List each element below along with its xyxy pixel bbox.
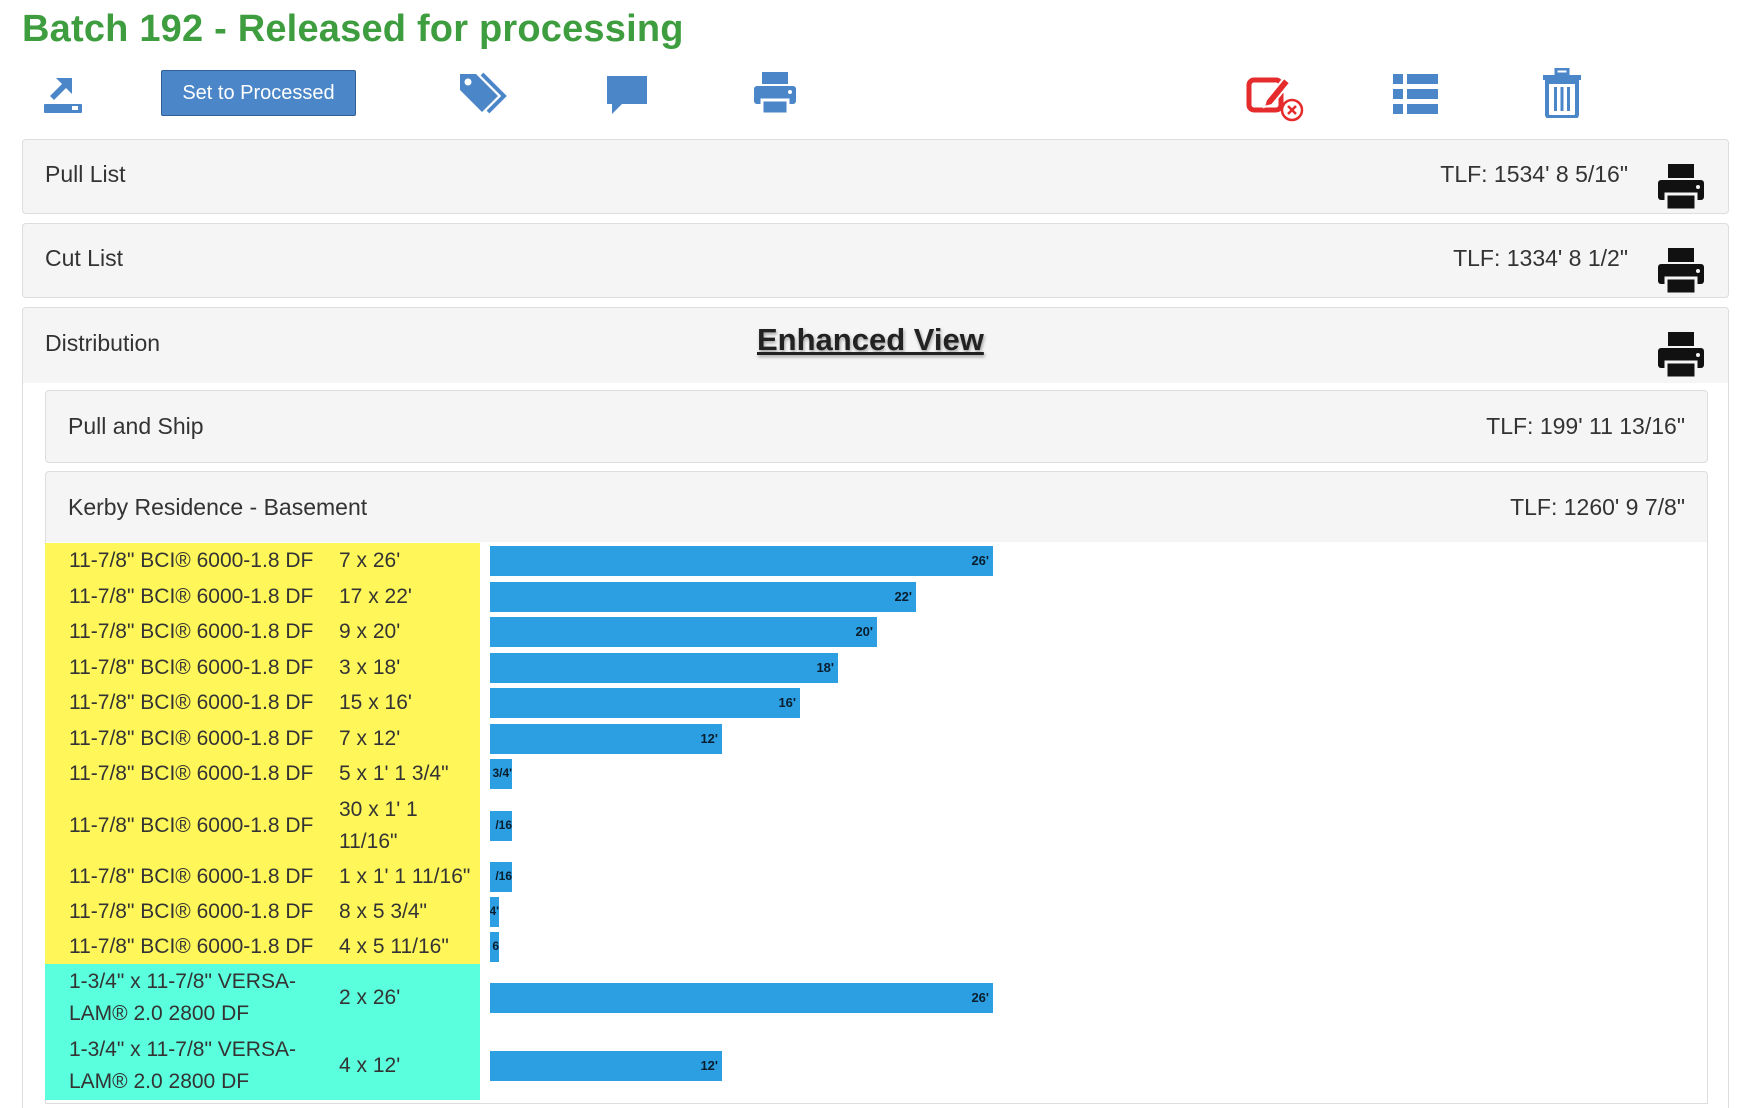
cut-list-tlf: TLF: 1334' 8 1/2" <box>1453 245 1628 271</box>
kerby-residence-panel[interactable]: Kerby Residence - Basement TLF: 1260' 9 … <box>45 471 1708 544</box>
list-item: 11-7/8" BCI® 6000-1.8 DF 9 x 20' <box>45 614 480 650</box>
distribution-label: Distribution <box>45 330 161 356</box>
material-quantity: 8 x 5 3/4" <box>339 900 428 923</box>
length-bar: 12' <box>490 1051 722 1081</box>
material-quantity: 3 x 18' <box>339 656 401 679</box>
length-bar-label: 26' <box>971 990 989 1005</box>
print-icon[interactable] <box>1656 246 1706 296</box>
length-bar-label: /16 <box>495 869 512 883</box>
pull-list-panel[interactable]: Pull List TLF: 1534' 8 5/16" <box>22 139 1729 214</box>
material-name: 11-7/8" BCI® 6000-1.8 DF <box>69 814 314 837</box>
material-quantity: 5 x 1' 1 3/4" <box>339 762 449 785</box>
print-icon[interactable] <box>1656 330 1706 380</box>
list-item: 11-7/8" BCI® 6000-1.8 DF 7 x 12' <box>45 721 480 756</box>
page-title: Batch 192 - Released for processing <box>22 8 684 50</box>
tag-icon[interactable] <box>458 70 514 118</box>
length-bar: 22' <box>490 582 916 612</box>
length-bar-label: 12' <box>700 1058 718 1073</box>
comment-icon[interactable] <box>604 74 650 118</box>
cut-list-label: Cut List <box>45 245 123 271</box>
material-name: 11-7/8" BCI® 6000-1.8 DF <box>69 935 314 958</box>
length-bar: /16 <box>490 811 512 841</box>
length-bar-label: 22' <box>894 589 912 604</box>
list-icon[interactable] <box>1393 74 1439 116</box>
list-item: 11-7/8" BCI® 6000-1.8 DF 15 x 16' <box>45 685 480 721</box>
length-bar: 6 <box>490 932 499 962</box>
enhanced-view-link[interactable]: Enhanced View <box>757 322 984 357</box>
material-quantity: 1 x 1' 1 11/16" <box>339 865 471 888</box>
length-bar: 16' <box>490 688 800 718</box>
length-bar: 4' <box>490 897 499 927</box>
length-bar: 20' <box>490 617 877 647</box>
material-name: 11-7/8" BCI® 6000-1.8 DF <box>69 691 314 714</box>
material-name: 11-7/8" BCI® 6000-1.8 DF <box>69 762 314 785</box>
list-item: 1-3/4" x 11-7/8" VERSA-LAM® 2.0 2800 DF 2… <box>45 964 480 1032</box>
trash-icon[interactable] <box>1542 68 1582 118</box>
length-bar-label: 20' <box>855 624 873 639</box>
material-quantity: 2 x 26' <box>339 986 401 1009</box>
material-quantity: 4 x 12' <box>339 1054 401 1077</box>
kerby-residence-label: Kerby Residence - Basement <box>68 494 368 520</box>
length-bar-label: 3/4' <box>492 766 512 780</box>
length-bar-label: 26' <box>971 553 989 568</box>
length-bar-label: 18' <box>816 660 834 675</box>
length-bar-label: /16 <box>495 818 512 832</box>
length-bar: 12' <box>490 724 722 754</box>
material-name: 11-7/8" BCI® 6000-1.8 DF <box>69 549 314 572</box>
list-item: 11-7/8" BCI® 6000-1.8 DF 1 x 1' 1 11/16" <box>45 859 480 894</box>
length-bar-label: 4' <box>490 904 499 918</box>
length-bar: 26' <box>490 546 993 576</box>
material-quantity: 30 x 1' 1 11/16" <box>339 798 418 853</box>
list-item: 11-7/8" BCI® 6000-1.8 DF 3 x 18' <box>45 650 480 685</box>
material-name: 11-7/8" BCI® 6000-1.8 DF <box>69 727 314 750</box>
length-bar: /16 <box>490 862 512 892</box>
material-quantity: 7 x 12' <box>339 727 401 750</box>
length-bar-label: 12' <box>700 731 718 746</box>
material-name: 11-7/8" BCI® 6000-1.8 DF <box>69 865 314 888</box>
material-quantity: 9 x 20' <box>339 620 401 643</box>
pull-list-tlf: TLF: 1534' 8 5/16" <box>1440 161 1628 187</box>
material-quantity: 15 x 16' <box>339 691 412 714</box>
material-name: 11-7/8" BCI® 6000-1.8 DF <box>69 656 314 679</box>
distribution-panel[interactable]: Distribution <box>22 307 1729 384</box>
material-quantity: 4 x 5 11/16" <box>339 935 449 958</box>
unrelease-icon[interactable] <box>42 68 86 116</box>
list-item: 11-7/8" BCI® 6000-1.8 DF 30 x 1' 1 11/16" <box>45 792 480 859</box>
material-name: 1-3/4" x 11-7/8" VERSA-LAM® 2.0 2800 DF <box>69 970 296 1025</box>
material-name: 11-7/8" BCI® 6000-1.8 DF <box>69 620 314 643</box>
length-bar: 18' <box>490 653 838 683</box>
material-quantity: 7 x 26' <box>339 549 401 572</box>
pull-and-ship-label: Pull and Ship <box>68 413 204 439</box>
list-item: 11-7/8" BCI® 6000-1.8 DF 17 x 22' <box>45 579 480 614</box>
pull-and-ship-tlf: TLF: 199' 11 13/16" <box>1486 413 1685 439</box>
length-bar: 26' <box>490 983 993 1013</box>
material-name: 11-7/8" BCI® 6000-1.8 DF <box>69 585 314 608</box>
pull-list-label: Pull List <box>45 161 126 187</box>
print-icon[interactable] <box>752 70 798 116</box>
list-item: 11-7/8" BCI® 6000-1.8 DF 4 x 5 11/16" <box>45 930 480 964</box>
kerby-residence-tlf: TLF: 1260' 9 7/8" <box>1510 494 1685 520</box>
material-quantity: 17 x 22' <box>339 585 412 608</box>
list-item: 11-7/8" BCI® 6000-1.8 DF 7 x 26' <box>45 543 480 579</box>
length-bar: 3/4' <box>490 759 512 789</box>
length-bar-label: 16' <box>778 695 796 710</box>
set-to-processed-button[interactable]: Set to Processed <box>161 70 356 116</box>
edit-remove-icon[interactable] <box>1246 72 1306 124</box>
list-item: 11-7/8" BCI® 6000-1.8 DF 8 x 5 3/4" <box>45 894 480 930</box>
print-icon[interactable] <box>1656 162 1706 212</box>
material-name: 1-3/4" x 11-7/8" VERSA-LAM® 2.0 2800 DF <box>69 1038 296 1093</box>
pull-and-ship-panel[interactable]: Pull and Ship TLF: 199' 11 13/16" <box>45 390 1708 463</box>
length-bar-label: 6 <box>492 939 499 953</box>
cut-list-panel[interactable]: Cut List TLF: 1334' 8 1/2" <box>22 223 1729 298</box>
list-item: 11-7/8" BCI® 6000-1.8 DF 5 x 1' 1 3/4" <box>45 756 480 792</box>
list-item: 1-3/4" x 11-7/8" VERSA-LAM® 2.0 2800 DF 4… <box>45 1032 480 1100</box>
material-name: 11-7/8" BCI® 6000-1.8 DF <box>69 900 314 923</box>
